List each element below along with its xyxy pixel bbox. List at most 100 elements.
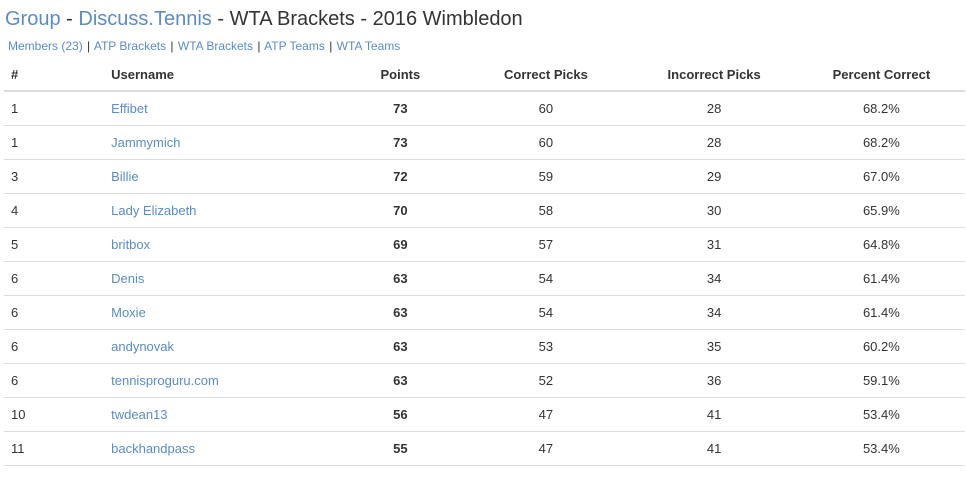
incorrect-picks-cell: 30 — [630, 193, 798, 228]
points-cell: 70 — [339, 193, 462, 228]
atp-brackets-link[interactable]: ATP Brackets — [93, 39, 167, 53]
points-header: Points — [339, 58, 462, 92]
correct-picks-cell: 60 — [461, 125, 631, 160]
correct-picks-cell: 60 — [461, 91, 631, 126]
username-link[interactable]: britbox — [111, 237, 151, 252]
username-cell: Denis — [104, 261, 340, 296]
rank-cell: 1 — [4, 125, 105, 160]
username-link[interactable]: andynovak — [111, 339, 175, 354]
points-cell: 72 — [339, 159, 462, 194]
table-row: 10 twdean13 56 47 41 53.4% — [4, 397, 965, 432]
rank-cell: 4 — [4, 193, 105, 228]
username-link[interactable]: backhandpass — [111, 441, 195, 456]
percent-correct-cell: 59.1% — [797, 363, 965, 398]
username-link[interactable]: Effibet — [111, 101, 148, 116]
incorrect-picks-cell: 41 — [630, 397, 798, 432]
incorrect-picks-cell: 29 — [630, 159, 798, 194]
points-cell: 63 — [339, 261, 462, 296]
title-separator: - — [66, 8, 73, 30]
username-link[interactable]: tennisproguru.com — [111, 373, 219, 388]
username-link[interactable]: Moxie — [111, 305, 146, 320]
points-cell: 69 — [339, 227, 462, 262]
wta-brackets-link[interactable]: WTA Brackets — [177, 39, 254, 53]
points-cell: 55 — [339, 431, 462, 466]
nav-divider: | — [87, 39, 91, 53]
title-separator: - — [360, 8, 368, 30]
correct-picks-cell: 58 — [461, 193, 631, 228]
rank-header: # — [4, 58, 105, 92]
forum-link[interactable]: Discuss.Tennis — [78, 8, 212, 30]
percent-correct-cell: 67.0% — [797, 159, 965, 194]
bracket-label: WTA Brackets — [229, 8, 355, 30]
sub-navigation: Members (23) | ATP Brackets | WTA Bracke… — [8, 38, 400, 54]
table-row: 4 Lady Elizabeth 70 58 30 65.9% — [4, 193, 965, 228]
nav-divider: | — [329, 39, 333, 53]
table-row: 11 backhandpass 55 47 41 53.4% — [4, 431, 965, 466]
correct-picks-cell: 59 — [461, 159, 631, 194]
percent-correct-cell: 68.2% — [797, 91, 965, 126]
correct-picks-cell: 52 — [461, 363, 631, 398]
points-cell: 56 — [339, 397, 462, 432]
username-link[interactable]: Denis — [111, 271, 145, 286]
correct-picks-cell: 54 — [461, 295, 631, 330]
percent-correct-cell: 64.8% — [797, 227, 965, 262]
wta-teams-link[interactable]: WTA Teams — [336, 39, 401, 53]
username-link[interactable]: Lady Elizabeth — [111, 203, 197, 218]
incorrect-picks-cell: 35 — [630, 329, 798, 364]
username-link[interactable]: Billie — [111, 169, 139, 184]
points-cell: 73 — [339, 91, 462, 126]
username-cell: backhandpass — [104, 431, 340, 466]
username-header: Username — [104, 58, 340, 92]
page-title: Group - Discuss.Tennis - WTA Brackets - … — [5, 5, 523, 33]
username-cell: twdean13 — [104, 397, 340, 432]
table-header-row: # Username Points Correct Picks Incorrec… — [4, 58, 965, 92]
incorrect-picks-cell: 41 — [630, 431, 798, 466]
percent-correct-cell: 60.2% — [797, 329, 965, 364]
table-row: 6 Moxie 63 54 34 61.4% — [4, 295, 965, 330]
table-row: 6 andynovak 63 53 35 60.2% — [4, 329, 965, 364]
username-link[interactable]: Jammymich — [111, 135, 181, 150]
table-row: 6 Denis 63 54 34 61.4% — [4, 261, 965, 296]
event-label: 2016 Wimbledon — [372, 8, 523, 30]
members-link[interactable]: Members (23) — [8, 39, 83, 53]
percent-correct-header: Percent Correct — [797, 58, 965, 92]
correct-picks-cell: 47 — [461, 397, 631, 432]
rank-cell: 5 — [4, 227, 105, 262]
incorrect-picks-cell: 28 — [630, 91, 798, 126]
rank-cell: 6 — [4, 329, 105, 364]
percent-correct-cell: 65.9% — [797, 193, 965, 228]
correct-picks-cell: 53 — [461, 329, 631, 364]
username-cell: Jammymich — [104, 125, 340, 160]
rank-cell: 10 — [4, 397, 105, 432]
table-row: 6 tennisproguru.com 63 52 36 59.1% — [4, 363, 965, 398]
title-separator: - — [217, 8, 225, 30]
correct-picks-cell: 57 — [461, 227, 631, 262]
points-cell: 63 — [339, 329, 462, 364]
correct-picks-cell: 54 — [461, 261, 631, 296]
percent-correct-cell: 53.4% — [797, 431, 965, 466]
incorrect-picks-cell: 31 — [630, 227, 798, 262]
percent-correct-cell: 53.4% — [797, 397, 965, 432]
username-cell: Moxie — [104, 295, 340, 330]
incorrect-picks-header: Incorrect Picks — [630, 58, 798, 92]
rank-cell: 11 — [4, 431, 105, 466]
table-body: 1 Effibet 73 60 28 68.2% 1 Jammymich 73 … — [4, 91, 965, 466]
username-link[interactable]: twdean13 — [111, 407, 168, 422]
incorrect-picks-cell: 34 — [630, 295, 798, 330]
percent-correct-cell: 61.4% — [797, 295, 965, 330]
atp-teams-link[interactable]: ATP Teams — [264, 39, 325, 53]
incorrect-picks-cell: 28 — [630, 125, 798, 160]
username-cell: andynovak — [104, 329, 340, 364]
percent-correct-cell: 68.2% — [797, 125, 965, 160]
rank-cell: 6 — [4, 363, 105, 398]
incorrect-picks-cell: 36 — [630, 363, 798, 398]
username-cell: Billie — [104, 159, 340, 194]
points-cell: 63 — [339, 363, 462, 398]
table-row: 3 Billie 72 59 29 67.0% — [4, 159, 965, 194]
group-link[interactable]: Group — [5, 8, 61, 30]
nav-divider: | — [257, 39, 261, 53]
percent-correct-cell: 61.4% — [797, 261, 965, 296]
rank-cell: 6 — [4, 295, 105, 330]
table-row: 1 Jammymich 73 60 28 68.2% — [4, 125, 965, 160]
points-cell: 73 — [339, 125, 462, 160]
